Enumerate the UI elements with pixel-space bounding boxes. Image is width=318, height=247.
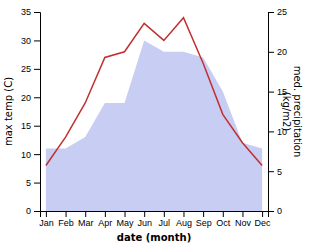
tick-label: 30 (21, 36, 31, 46)
tick-mark (85, 211, 86, 217)
tick-mark (34, 183, 40, 184)
plot-area: Jan Feb Mar Apr MayJun Jul Aug Sep Oct NovDec 0 5 10… (3, 7, 303, 243)
tick-mark (34, 97, 40, 98)
tick: 0 (268, 206, 282, 216)
tick: 30 (21, 36, 40, 46)
tick-label: 35 (21, 7, 31, 17)
temp-line (46, 18, 262, 166)
tick-label: 0 (277, 206, 282, 216)
tick-label: Aug (176, 218, 192, 228)
tick: Dec (255, 211, 272, 228)
tick-label: Oct (216, 218, 231, 228)
tick-label: 20 (277, 47, 287, 57)
tick: 20 (268, 47, 287, 57)
tick: Sep (196, 211, 212, 228)
tick: 20 (21, 93, 40, 103)
tick-mark (268, 52, 274, 53)
axis-line (34, 13, 41, 212)
tick-label: 5 (26, 178, 31, 188)
tick: Jul (159, 211, 171, 228)
tick-label: Sep (196, 218, 212, 228)
tick-label: Jul (159, 218, 171, 228)
axis-line (269, 13, 275, 212)
y-axis: 0 5 10 15 20 25 30 35 (21, 7, 41, 216)
y2-axis-title-line: med. precipitation (292, 66, 303, 158)
tick: 15 (21, 121, 40, 131)
tick-mark (242, 211, 243, 217)
tick: May (117, 211, 135, 228)
tick-label: Jan (39, 218, 54, 228)
tick-label: 15 (21, 121, 31, 131)
tick-mark (34, 12, 40, 13)
tick-label: 25 (277, 7, 287, 17)
tick-mark (125, 211, 126, 217)
tick-label: Apr (98, 218, 112, 228)
tick-label: 25 (21, 64, 31, 74)
tick-mark (268, 12, 274, 13)
tick-mark (262, 211, 263, 217)
tick-label: 0 (26, 206, 31, 216)
tick-mark (223, 211, 224, 217)
tick: 5 (26, 178, 40, 188)
tick: Mar (78, 211, 94, 228)
tick-mark (34, 69, 40, 70)
tick-label: Nov (235, 218, 252, 228)
tick: 35 (21, 7, 40, 17)
chart: Jan Feb Mar Apr MayJun Jul Aug Sep Oct NovDec 0 5 10… (0, 0, 318, 247)
tick-mark (105, 211, 106, 217)
tick: 25 (268, 7, 287, 17)
tick: Jan (39, 211, 54, 228)
tick-mark (66, 211, 67, 217)
tick-mark (34, 40, 40, 41)
marks (46, 18, 262, 211)
tick-mark (34, 211, 40, 212)
tick-label: 20 (21, 93, 31, 103)
x-axis-title: date (month) (117, 232, 191, 243)
tick: Jun (137, 211, 152, 228)
tick-label: Dec (255, 218, 272, 228)
tick-label: 5 (277, 167, 282, 177)
tick: Nov (235, 211, 252, 228)
precip-area (46, 40, 262, 211)
tick-mark (144, 211, 145, 217)
tick-mark (268, 211, 274, 212)
tick: Feb (58, 211, 74, 228)
tick-mark (268, 131, 274, 132)
tick: 25 (21, 64, 40, 74)
x-axis: Jan Feb Mar Apr MayJun Jul Aug Sep Oct NovDec (39, 211, 271, 228)
tick-mark (183, 211, 184, 217)
y-axis-title: max temp (C) (3, 77, 14, 146)
tick-label: Jun (137, 218, 152, 228)
tick-label: May (117, 218, 135, 228)
axis-line (41, 212, 269, 218)
tick-mark (268, 171, 274, 172)
tick: 5 (268, 167, 282, 177)
tick-label: 10 (21, 150, 31, 160)
tick-mark (268, 92, 274, 93)
tick: 0 (26, 206, 40, 216)
y2-axis-title: med. precipitation(kg/m2) (281, 66, 304, 158)
tick-mark (164, 211, 165, 217)
tick: 10 (21, 150, 40, 160)
tick: Aug (176, 211, 192, 228)
tick-label: Feb (58, 218, 74, 228)
tick-mark (34, 154, 40, 155)
tick: Apr (98, 211, 112, 228)
tick-label: Mar (78, 218, 94, 228)
y2-axis-title-line: (kg/m2) (281, 92, 292, 132)
tick-mark (34, 126, 40, 127)
tick-mark (203, 211, 204, 217)
tick-mark (46, 211, 47, 217)
tick: Oct (216, 211, 231, 228)
